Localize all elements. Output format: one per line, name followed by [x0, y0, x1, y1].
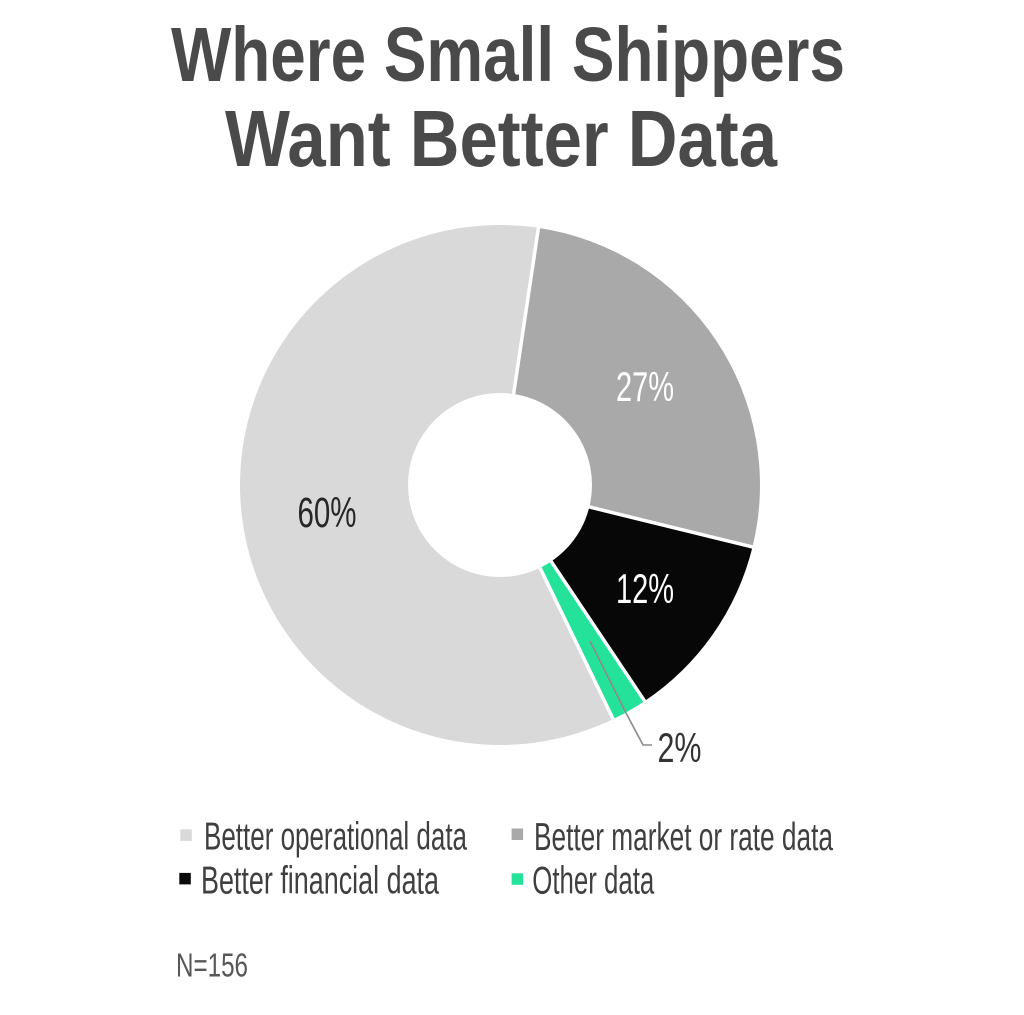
svg-text:Better operational data: Better operational data: [204, 816, 467, 859]
svg-text:Better market or rate data: Better market or rate data: [534, 816, 833, 859]
svg-text:2%: 2%: [658, 724, 702, 771]
svg-text:60%: 60%: [298, 489, 357, 537]
svg-text:Where Small Shippers: Where Small Shippers: [171, 12, 845, 98]
svg-text:27%: 27%: [616, 363, 674, 410]
svg-text:Better financial data: Better financial data: [201, 860, 439, 903]
svg-text:Other data: Other data: [532, 860, 654, 903]
svg-text:Want Better Data: Want Better Data: [225, 94, 777, 183]
svg-text:N=156: N=156: [176, 946, 248, 983]
svg-text:12%: 12%: [616, 565, 674, 612]
